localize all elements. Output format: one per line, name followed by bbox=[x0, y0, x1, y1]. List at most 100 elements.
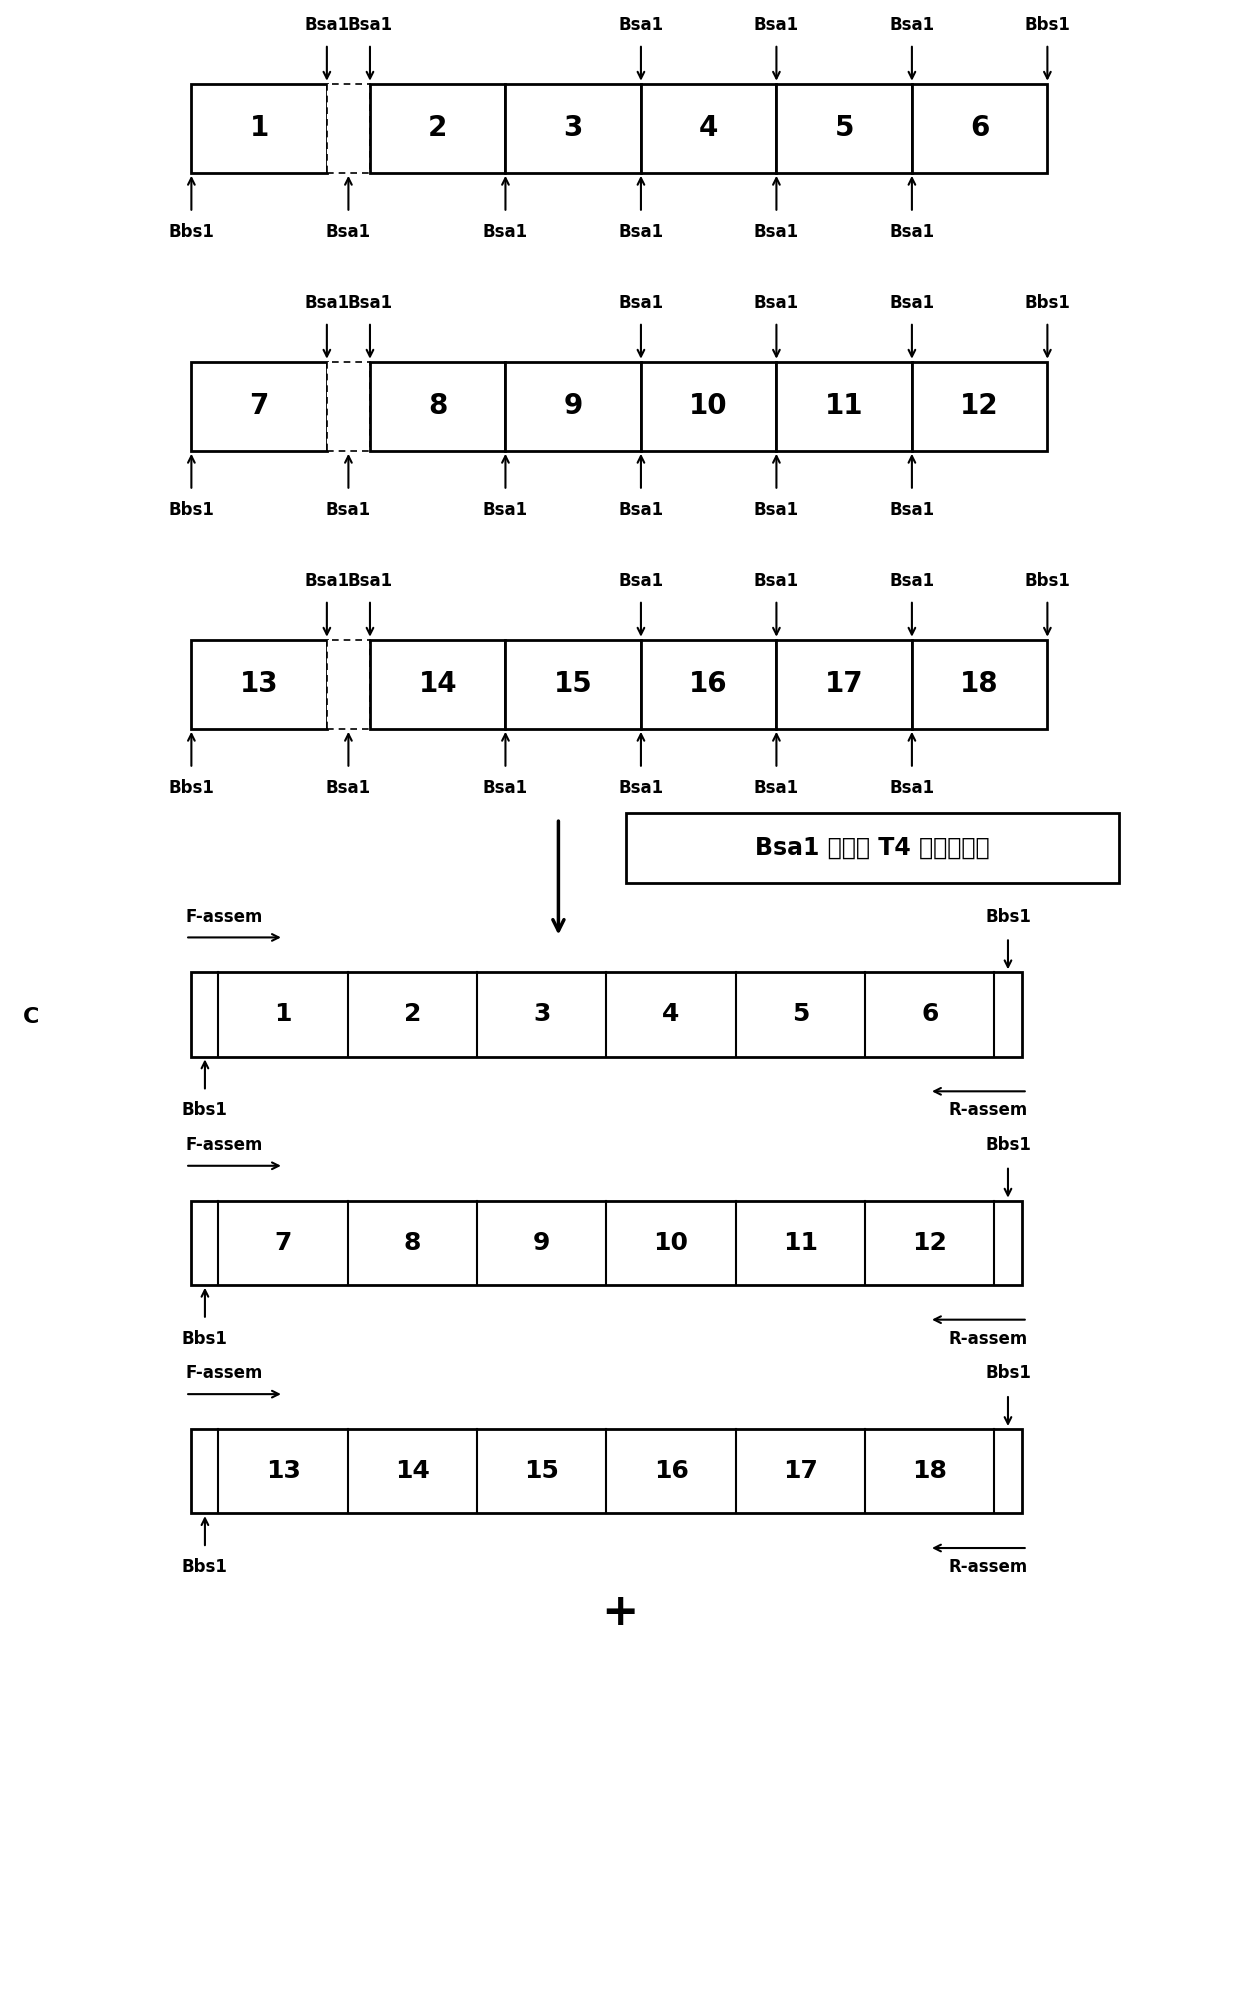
Text: Bsa1: Bsa1 bbox=[326, 500, 371, 518]
Text: 11: 11 bbox=[782, 1230, 818, 1254]
Text: Bsa1: Bsa1 bbox=[754, 572, 799, 590]
Text: 13: 13 bbox=[265, 1460, 300, 1484]
Bar bbox=[626, 814, 1118, 883]
Text: Bsa1: Bsa1 bbox=[889, 778, 935, 796]
Text: Bsa1: Bsa1 bbox=[889, 572, 935, 590]
Text: Bsa1: Bsa1 bbox=[619, 16, 663, 34]
Text: F-assem: F-assem bbox=[185, 1137, 263, 1155]
Text: Bsa1: Bsa1 bbox=[754, 778, 799, 796]
Text: F-assem: F-assem bbox=[185, 907, 263, 925]
Text: R-assem: R-assem bbox=[949, 1557, 1028, 1575]
Bar bbox=[641, 640, 776, 730]
Text: 8: 8 bbox=[428, 393, 448, 421]
Text: Bsa1: Bsa1 bbox=[889, 293, 935, 311]
Text: Bbs1: Bbs1 bbox=[169, 223, 215, 241]
Text: 1: 1 bbox=[274, 1003, 291, 1027]
Text: 14: 14 bbox=[418, 670, 458, 698]
Text: 16: 16 bbox=[653, 1460, 688, 1484]
Text: Bsa1: Bsa1 bbox=[482, 223, 528, 241]
Text: +: + bbox=[601, 1591, 639, 1633]
Text: Bbs1: Bbs1 bbox=[1024, 293, 1070, 311]
Text: Bsa1 酵切和 T4 连接胶回收: Bsa1 酵切和 T4 连接胶回收 bbox=[755, 835, 990, 859]
Text: 4: 4 bbox=[662, 1003, 680, 1027]
Text: 17: 17 bbox=[782, 1460, 818, 1484]
Text: Bsa1: Bsa1 bbox=[347, 293, 393, 311]
Text: Bsa1: Bsa1 bbox=[304, 293, 350, 311]
Text: 10: 10 bbox=[653, 1230, 688, 1254]
Text: Bsa1: Bsa1 bbox=[347, 572, 393, 590]
Bar bbox=[370, 361, 506, 451]
Text: Bsa1: Bsa1 bbox=[754, 293, 799, 311]
Bar bbox=[370, 640, 506, 730]
Text: Bsa1: Bsa1 bbox=[326, 778, 371, 796]
Text: 9: 9 bbox=[563, 393, 583, 421]
Text: Bsa1: Bsa1 bbox=[754, 223, 799, 241]
Text: 18: 18 bbox=[960, 670, 999, 698]
Bar bbox=[191, 640, 327, 730]
Text: Bbs1: Bbs1 bbox=[169, 500, 215, 518]
Text: Bsa1: Bsa1 bbox=[304, 572, 350, 590]
Text: Bsa1: Bsa1 bbox=[619, 500, 663, 518]
Text: 15: 15 bbox=[554, 670, 593, 698]
Text: C: C bbox=[22, 1007, 38, 1027]
Text: 13: 13 bbox=[239, 670, 279, 698]
Text: 2: 2 bbox=[404, 1003, 422, 1027]
Text: 14: 14 bbox=[396, 1460, 430, 1484]
Text: Bsa1: Bsa1 bbox=[619, 223, 663, 241]
Text: Bsa1: Bsa1 bbox=[889, 223, 935, 241]
Bar bbox=[776, 84, 911, 173]
Bar bbox=[506, 361, 641, 451]
Text: 6: 6 bbox=[921, 1003, 939, 1027]
Bar bbox=[191, 1200, 1022, 1284]
Text: R-assem: R-assem bbox=[949, 1101, 1028, 1119]
Text: Bsa1: Bsa1 bbox=[326, 223, 371, 241]
Text: Bsa1: Bsa1 bbox=[347, 16, 393, 34]
Text: R-assem: R-assem bbox=[949, 1330, 1028, 1348]
Text: 4: 4 bbox=[699, 114, 718, 142]
Text: 7: 7 bbox=[249, 393, 269, 421]
Text: Bsa1: Bsa1 bbox=[889, 500, 935, 518]
Text: 15: 15 bbox=[525, 1460, 559, 1484]
Text: Bbs1: Bbs1 bbox=[1024, 16, 1070, 34]
Bar bbox=[911, 84, 1048, 173]
Bar bbox=[327, 361, 370, 451]
Bar bbox=[911, 361, 1048, 451]
Text: Bbs1: Bbs1 bbox=[182, 1330, 228, 1348]
Text: Bsa1: Bsa1 bbox=[619, 778, 663, 796]
Text: Bsa1: Bsa1 bbox=[889, 16, 935, 34]
Text: 10: 10 bbox=[689, 393, 728, 421]
Text: 5: 5 bbox=[792, 1003, 810, 1027]
Text: 17: 17 bbox=[825, 670, 863, 698]
Text: 18: 18 bbox=[913, 1460, 947, 1484]
Bar bbox=[641, 361, 776, 451]
Text: Bbs1: Bbs1 bbox=[169, 778, 215, 796]
Text: Bsa1: Bsa1 bbox=[482, 778, 528, 796]
Bar bbox=[327, 640, 370, 730]
Text: 5: 5 bbox=[835, 114, 854, 142]
Bar bbox=[191, 361, 327, 451]
Text: Bbs1: Bbs1 bbox=[985, 907, 1030, 925]
Text: 12: 12 bbox=[913, 1230, 947, 1254]
Text: Bsa1: Bsa1 bbox=[619, 572, 663, 590]
Text: F-assem: F-assem bbox=[185, 1364, 263, 1382]
Text: 3: 3 bbox=[533, 1003, 551, 1027]
Bar bbox=[776, 361, 911, 451]
Text: Bsa1: Bsa1 bbox=[304, 16, 350, 34]
Bar bbox=[911, 640, 1048, 730]
Text: 8: 8 bbox=[404, 1230, 422, 1254]
Text: Bbs1: Bbs1 bbox=[1024, 572, 1070, 590]
Text: 11: 11 bbox=[825, 393, 863, 421]
Text: Bsa1: Bsa1 bbox=[754, 500, 799, 518]
Bar bbox=[327, 84, 370, 173]
Bar bbox=[506, 84, 641, 173]
Text: Bsa1: Bsa1 bbox=[754, 16, 799, 34]
Text: 7: 7 bbox=[274, 1230, 291, 1254]
Text: 12: 12 bbox=[960, 393, 999, 421]
Text: 16: 16 bbox=[689, 670, 728, 698]
Text: Bbs1: Bbs1 bbox=[985, 1137, 1030, 1155]
Text: 2: 2 bbox=[428, 114, 448, 142]
Bar bbox=[191, 973, 1022, 1057]
Text: Bbs1: Bbs1 bbox=[182, 1557, 228, 1575]
Text: Bsa1: Bsa1 bbox=[482, 500, 528, 518]
Bar bbox=[641, 84, 776, 173]
